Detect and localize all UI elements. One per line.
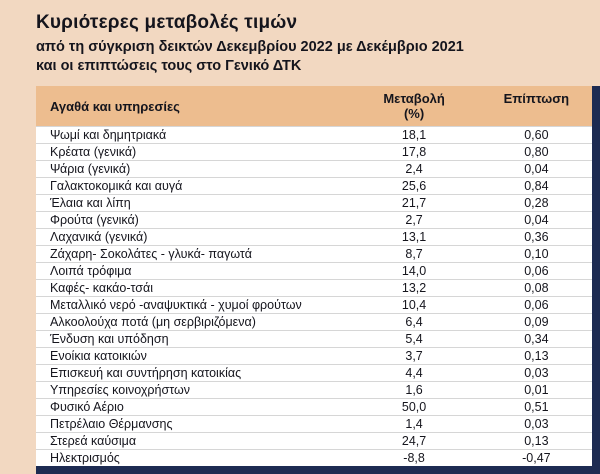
table-row: Υπηρεσίες κοινοχρήστων 1,6 0,01 [36,381,592,399]
table-row: Αλκοολούχα ποτά (μη σερβιριζόμενα) 6,4 0… [36,313,592,331]
category-cell: Φυσικό Αέριο [36,398,348,416]
category-cell: Λαχανικά (γενικά) [36,228,348,246]
change-cell: 5,4 [347,330,481,348]
impact-cell: 0,03 [480,415,592,433]
impact-cell: 0,10 [480,245,592,263]
category-cell: Επισκευή και συντήρηση κατοικίας [36,364,348,382]
change-cell: 18,1 [347,126,481,144]
page-title: Κυριότερες μεταβολές τιμών [36,12,298,33]
table-row: Ψωμί και δημητριακά 18,1 0,60 [36,126,592,144]
change-cell: 21,7 [347,194,481,212]
category-cell: Υπηρεσίες κοινοχρήστων [36,381,348,399]
change-cell: 13,2 [347,279,481,297]
category-cell: Ψάρια (γενικά) [36,160,348,178]
column-header-goods: Αγαθά και υπηρεσίες [36,86,348,127]
impact-cell: 0,08 [480,279,592,297]
change-cell: 4,4 [347,364,481,382]
impact-cell: 0,34 [480,330,592,348]
impact-cell: 0,13 [480,347,592,365]
table-row: Επισκευή και συντήρηση κατοικίας 4,4 0,0… [36,364,592,382]
category-cell: Κρέατα (γενικά) [36,143,348,161]
change-cell: 50,0 [347,398,481,416]
impact-cell: 0,51 [480,398,592,416]
column-header-change-line1: Μεταβολή [383,91,445,106]
category-cell: Γαλακτοκομικά και αυγά [36,177,348,195]
impact-cell: 0,28 [480,194,592,212]
price-changes-table: Αγαθά και υπηρεσίες Μεταβολή (%) Επίπτωσ… [36,86,592,466]
impact-cell: 0,03 [480,364,592,382]
table-row: Μεταλλικό νερό -αναψυκτικά - χυμοί φρούτ… [36,296,592,314]
impact-cell: 0,84 [480,177,592,195]
change-cell: 14,0 [347,262,481,280]
category-cell: Καφές- κακάο-τσάι [36,279,348,297]
change-cell: 1,6 [347,381,481,399]
page-subtitle-line1: από τη σύγκριση δεικτών Δεκεμβρίου 2022 … [36,39,464,55]
category-cell: Ψωμί και δημητριακά [36,126,348,144]
table-header-row: Αγαθά και υπηρεσίες Μεταβολή (%) Επίπτωσ… [36,86,592,127]
table-row: Στερεά καύσιμα 24,7 0,13 [36,432,592,450]
table-row: Λοιπά τρόφιμα 14,0 0,06 [36,262,592,280]
category-cell: Ζάχαρη- Σοκολάτες - γλυκά- παγωτά [36,245,348,263]
column-header-change: Μεταβολή (%) [347,86,481,127]
column-header-impact: Επίπτωση [480,86,592,127]
impact-cell: 0,60 [480,126,592,144]
change-cell: 10,4 [347,296,481,314]
impact-cell: 0,80 [480,143,592,161]
impact-cell: 0,09 [480,313,592,331]
impact-cell: 0,06 [480,262,592,280]
page-subtitle-line2: και οι επιπτώσεις τους στο Γενικό ΔΤΚ [36,58,302,74]
impact-cell: 0,01 [480,381,592,399]
category-cell: Ενοίκια κατοικιών [36,347,348,365]
category-cell: Ένδυση και υπόδηση [36,330,348,348]
change-cell: 6,4 [347,313,481,331]
table-row: Φρούτα (γενικά) 2,7 0,04 [36,211,592,229]
change-cell: 2,4 [347,160,481,178]
impact-cell: -0,47 [480,449,592,466]
change-cell: 17,8 [347,143,481,161]
table-row: Καφές- κακάο-τσάι 13,2 0,08 [36,279,592,297]
impact-cell: 0,06 [480,296,592,314]
category-cell: Φρούτα (γενικά) [36,211,348,229]
table-row: Γαλακτοκομικά και αυγά 25,6 0,84 [36,177,592,195]
table-header: Αγαθά και υπηρεσίες Μεταβολή (%) Επίπτωσ… [36,86,592,127]
category-cell: Πετρέλαιο Θέρμανσης [36,415,348,433]
table-row: Φυσικό Αέριο 50,0 0,51 [36,398,592,416]
category-cell: Ηλεκτρισμός [36,449,348,466]
table-row: Λαχανικά (γενικά) 13,1 0,36 [36,228,592,246]
category-cell: Αλκοολούχα ποτά (μη σερβιριζόμενα) [36,313,348,331]
change-cell: 8,7 [347,245,481,263]
category-cell: Μεταλλικό νερό -αναψυκτικά - χυμοί φρούτ… [36,296,348,314]
price-changes-table-wrapper: Αγαθά και υπηρεσίες Μεταβολή (%) Επίπτωσ… [36,86,600,474]
table-row: Ψάρια (γενικά) 2,4 0,04 [36,160,592,178]
category-cell: Λοιπά τρόφιμα [36,262,348,280]
table-row: Ηλεκτρισμός -8,8 -0,47 [36,449,592,466]
table-row: Ενοίκια κατοικιών 3,7 0,13 [36,347,592,365]
table-row: Ένδυση και υπόδηση 5,4 0,34 [36,330,592,348]
category-cell: Στερεά καύσιμα [36,432,348,450]
change-cell: -8,8 [347,449,481,466]
table-body: Ψωμί και δημητριακά 18,1 0,60 Κρέατα (γε… [36,126,592,466]
impact-cell: 0,36 [480,228,592,246]
table-row: Έλαια και λίπη 21,7 0,28 [36,194,592,212]
change-cell: 3,7 [347,347,481,365]
impact-cell: 0,13 [480,432,592,450]
title-block: Κυριότερες μεταβολές τιμών από τη σύγκρι… [36,12,580,76]
table-row: Κρέατα (γενικά) 17,8 0,80 [36,143,592,161]
table-row: Ζάχαρη- Σοκολάτες - γλυκά- παγωτά 8,7 0,… [36,245,592,263]
change-cell: 25,6 [347,177,481,195]
change-cell: 2,7 [347,211,481,229]
impact-cell: 0,04 [480,160,592,178]
table-row: Πετρέλαιο Θέρμανσης 1,4 0,03 [36,415,592,433]
change-cell: 1,4 [347,415,481,433]
change-cell: 13,1 [347,228,481,246]
column-header-change-line2: (%) [403,106,425,121]
impact-cell: 0,04 [480,211,592,229]
category-cell: Έλαια και λίπη [36,194,348,212]
change-cell: 24,7 [347,432,481,450]
